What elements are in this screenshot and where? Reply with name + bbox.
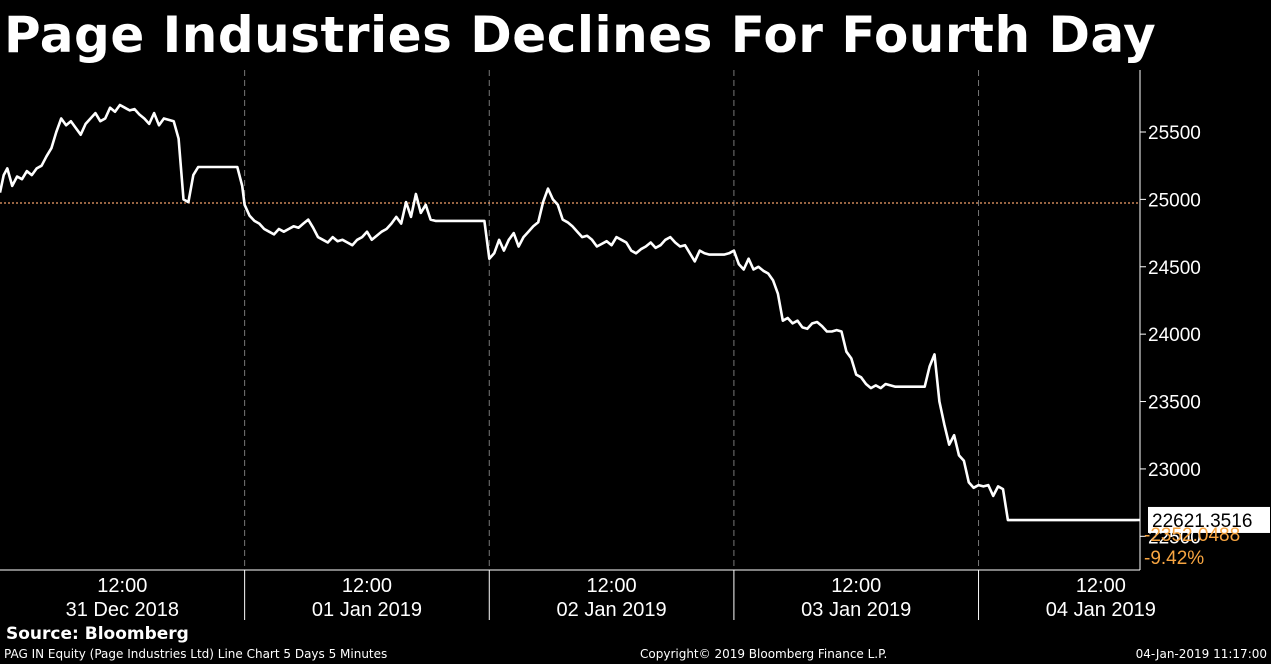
x-tick-time-label: 12:00 [831, 575, 881, 597]
x-tick-time-label: 12:00 [1076, 575, 1126, 597]
page-title: Page Industries Declines For Fourth Day [4, 6, 1157, 64]
change-label: -2352.0488 [1144, 525, 1240, 546]
series-line [0, 103, 1141, 522]
footer-copyright: Copyright© 2019 Bloomberg Finance L.P. [640, 647, 888, 661]
y-tick-label: 25500 [1148, 123, 1201, 144]
last-price-box: 22621.3516 [1148, 506, 1270, 533]
x-tick-date-label: 01 Jan 2019 [312, 599, 422, 621]
change-pct-label: -9.42% [1144, 548, 1204, 569]
x-tick-time-label: 12:00 [97, 575, 147, 597]
x-tick-date-label: 31 Dec 2018 [66, 599, 179, 621]
y-tick-label: 23500 [1148, 393, 1201, 414]
footer-timestamp: 04-Jan-2019 11:17:00 [1135, 647, 1267, 661]
y-tick-label: 25000 [1148, 190, 1201, 211]
x-tick-date-label: 04 Jan 2019 [1046, 599, 1156, 621]
x-tick-date-label: 03 Jan 2019 [801, 599, 911, 621]
x-tick-date-label: 02 Jan 2019 [557, 599, 667, 621]
last-price-label: 22621.3516 [1152, 511, 1252, 532]
source-label: Source: Bloomberg [6, 624, 189, 644]
y-tick-label: 24500 [1148, 258, 1201, 279]
x-tick-time-label: 12:00 [342, 575, 392, 597]
y-tick-label: 24000 [1148, 325, 1201, 346]
y-tick-label: 23000 [1148, 460, 1201, 481]
axis-layer: 2250023000235002400024500250002550012:00… [0, 70, 1201, 621]
grid-layer [244, 70, 980, 570]
footer-security-description: PAG IN Equity (Page Industries Ltd) Line… [4, 647, 388, 661]
x-tick-time-label: 12:00 [587, 575, 637, 597]
last-price-box-bg [1148, 506, 1270, 533]
